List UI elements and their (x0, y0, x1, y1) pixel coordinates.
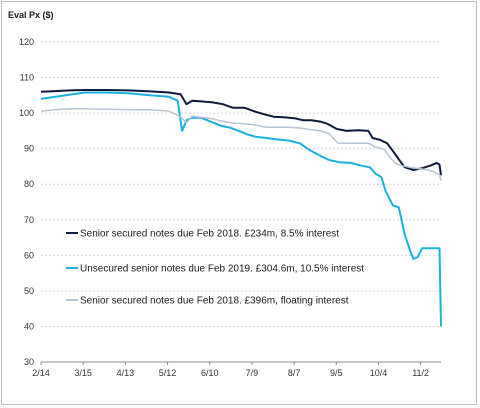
y-tick-label: 60 (24, 250, 34, 260)
x-tick-label: 6/10 (201, 368, 219, 378)
y-axis-title: Eval Px ($) (8, 10, 54, 20)
series-line-2 (40, 91, 442, 327)
y-tick-label: 110 (20, 73, 34, 83)
x-tick-label: 3/15 (74, 368, 92, 378)
y-tick-label: 80 (24, 179, 34, 189)
series-lines (40, 89, 442, 327)
legend-label-1: Senior secured notes due Feb 2018. £234m… (80, 229, 339, 240)
x-tick-label: 10/4 (370, 368, 388, 378)
x-tick-label: 2/14 (32, 368, 50, 378)
legend-label-3: Senior secured notes due Feb 2018. £396m… (80, 296, 349, 307)
x-tick-label: 8/7 (288, 368, 301, 378)
y-tick-label: 90 (24, 144, 34, 154)
x-tick-label: 11/2 (412, 368, 429, 378)
axes (40, 361, 441, 365)
x-tick-label: 9/5 (330, 368, 343, 378)
series-line-3 (40, 108, 442, 181)
y-tick-label: 70 (24, 215, 34, 225)
y-tick-label: 120 (19, 37, 34, 47)
x-tick-label: 4/13 (117, 368, 135, 378)
y-tick-label: 50 (24, 286, 34, 296)
y-tick-labels: 30 40 50 60 70 80 90 100 110 120 (19, 37, 34, 367)
gridlines (41, 41, 441, 327)
y-tick-label: 100 (19, 108, 34, 118)
y-tick-label: 40 (24, 321, 34, 331)
y-tick-label: 30 (24, 357, 34, 367)
legend-label-2: Unsecured senior notes due Feb 2019. £30… (80, 264, 364, 275)
legend: Senior secured notes due Feb 2018. £234m… (66, 229, 364, 307)
x-tick-labels: 2/14 3/15 4/13 5/12 6/10 7/9 8/7 9/5 10/4 11/2 (32, 368, 429, 378)
x-tick-label: 5/12 (159, 368, 177, 378)
series-line-1 (40, 89, 442, 176)
x-tick-label: 7/9 (246, 368, 259, 378)
